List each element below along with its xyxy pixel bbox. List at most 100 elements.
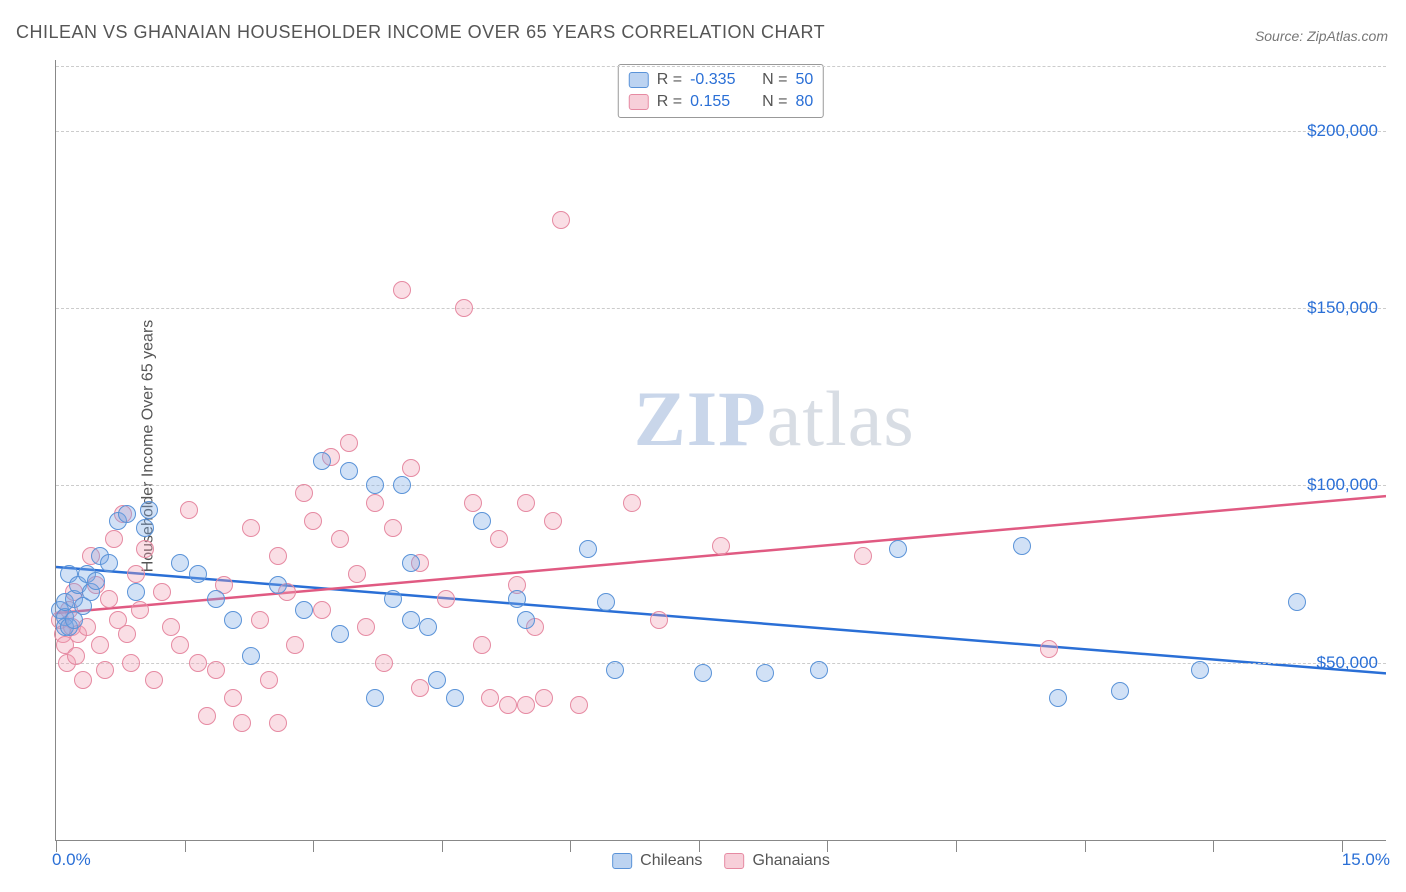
x-tick <box>313 840 314 852</box>
data-point <box>508 590 526 608</box>
x-min-label: 0.0% <box>52 850 91 870</box>
correlation-legend: R = -0.335 N = 50 R = 0.155 N = 80 <box>618 64 824 118</box>
watermark-atlas: atlas <box>767 375 915 462</box>
regression-lines <box>56 60 1386 840</box>
data-point <box>100 590 118 608</box>
legend-label-chileans: Chileans <box>640 852 702 870</box>
data-point <box>180 501 198 519</box>
data-point <box>189 565 207 583</box>
watermark-zip: ZIP <box>634 375 767 462</box>
data-point <box>286 636 304 654</box>
data-point <box>242 519 260 537</box>
y-tick-label: $50,000 <box>1317 653 1378 673</box>
gridline <box>56 308 1386 309</box>
data-point <box>269 576 287 594</box>
x-tick <box>699 840 700 852</box>
data-point <box>517 494 535 512</box>
plot-area: ZIPatlas R = -0.335 N = 50 R = 0.155 N =… <box>55 60 1386 841</box>
n-label: N = <box>762 71 787 89</box>
data-point <box>251 611 269 629</box>
data-point <box>854 547 872 565</box>
data-point <box>544 512 562 530</box>
data-point <box>153 583 171 601</box>
data-point <box>340 434 358 452</box>
data-point <box>384 519 402 537</box>
watermark: ZIPatlas <box>634 374 915 464</box>
x-tick <box>1342 840 1343 852</box>
data-point <box>1288 593 1306 611</box>
data-point <box>464 494 482 512</box>
data-point <box>127 583 145 601</box>
data-point <box>145 671 163 689</box>
data-point <box>712 537 730 555</box>
data-point <box>473 512 491 530</box>
data-point <box>269 714 287 732</box>
chart-container: CHILEAN VS GHANAIAN HOUSEHOLDER INCOME O… <box>0 0 1406 892</box>
y-tick-label: $200,000 <box>1307 121 1378 141</box>
data-point <box>366 476 384 494</box>
data-point <box>242 647 260 665</box>
x-tick <box>570 840 571 852</box>
series-legend: Chileans Ghanaians <box>612 852 830 870</box>
data-point <box>67 647 85 665</box>
data-point <box>499 696 517 714</box>
data-point <box>535 689 553 707</box>
x-tick <box>442 840 443 852</box>
legend-row-chileans: R = -0.335 N = 50 <box>629 69 813 91</box>
data-point <box>490 530 508 548</box>
x-tick <box>56 840 57 852</box>
data-point <box>304 512 322 530</box>
data-point <box>122 654 140 672</box>
data-point <box>189 654 207 672</box>
gridline <box>56 485 1386 486</box>
data-point <box>313 452 331 470</box>
data-point <box>1040 640 1058 658</box>
source-name: ZipAtlas.com <box>1307 28 1388 44</box>
swatch-blue-icon <box>612 853 632 869</box>
data-point <box>313 601 331 619</box>
data-point <box>366 689 384 707</box>
data-point <box>437 590 455 608</box>
data-point <box>269 547 287 565</box>
data-point <box>340 462 358 480</box>
data-point <box>260 671 278 689</box>
legend-label-ghanaians: Ghanaians <box>752 852 829 870</box>
data-point <box>198 707 216 725</box>
data-point <box>810 661 828 679</box>
data-point <box>348 565 366 583</box>
data-point <box>171 636 189 654</box>
r-label: R = <box>657 71 682 89</box>
data-point <box>623 494 641 512</box>
data-point <box>295 484 313 502</box>
x-tick <box>956 840 957 852</box>
data-point <box>131 601 149 619</box>
r-value-chileans: -0.335 <box>690 71 748 89</box>
data-point <box>473 636 491 654</box>
data-point <box>100 554 118 572</box>
data-point <box>650 611 668 629</box>
data-point <box>889 540 907 558</box>
data-point <box>118 625 136 643</box>
data-point <box>393 281 411 299</box>
legend-row-ghanaians: R = 0.155 N = 80 <box>629 91 813 113</box>
data-point <box>224 689 242 707</box>
x-max-label: 15.0% <box>1342 850 1390 870</box>
data-point <box>402 459 420 477</box>
data-point <box>579 540 597 558</box>
data-point <box>517 611 535 629</box>
y-tick-label: $150,000 <box>1307 298 1378 318</box>
gridline <box>56 131 1386 132</box>
data-point <box>295 601 313 619</box>
data-point <box>207 661 225 679</box>
data-point <box>419 618 437 636</box>
x-tick <box>185 840 186 852</box>
source-label: Source: ZipAtlas.com <box>1255 28 1388 44</box>
data-point <box>87 572 105 590</box>
data-point <box>331 625 349 643</box>
data-point <box>91 636 109 654</box>
data-point <box>105 530 123 548</box>
data-point <box>481 689 499 707</box>
data-point <box>552 211 570 229</box>
data-point <box>366 494 384 512</box>
data-point <box>357 618 375 636</box>
